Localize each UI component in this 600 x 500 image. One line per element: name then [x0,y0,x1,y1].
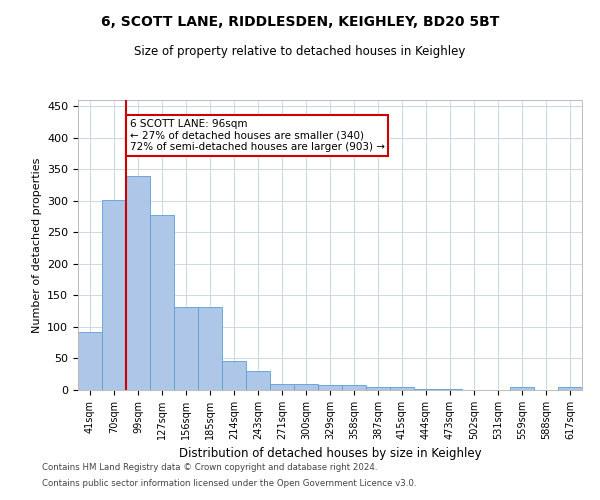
Bar [294,384,318,390]
Bar [270,384,294,390]
X-axis label: Distribution of detached houses by size in Keighley: Distribution of detached houses by size … [179,448,481,460]
Bar [102,200,126,390]
Text: Size of property relative to detached houses in Keighley: Size of property relative to detached ho… [134,45,466,58]
Bar [246,371,270,390]
Bar [342,385,366,390]
Bar [438,388,462,390]
Text: Contains HM Land Registry data © Crown copyright and database right 2024.: Contains HM Land Registry data © Crown c… [42,464,377,472]
Bar [174,308,198,390]
Text: 6, SCOTT LANE, RIDDLESDEN, KEIGHLEY, BD20 5BT: 6, SCOTT LANE, RIDDLESDEN, KEIGHLEY, BD2… [101,15,499,29]
Bar [510,388,534,390]
Bar [222,361,246,390]
Bar [78,332,102,390]
Bar [366,388,390,390]
Bar [198,308,222,390]
Y-axis label: Number of detached properties: Number of detached properties [32,158,41,332]
Text: Contains public sector information licensed under the Open Government Licence v3: Contains public sector information licen… [42,478,416,488]
Text: 6 SCOTT LANE: 96sqm
← 27% of detached houses are smaller (340)
72% of semi-detac: 6 SCOTT LANE: 96sqm ← 27% of detached ho… [130,119,385,152]
Bar [414,388,438,390]
Bar [150,214,174,390]
Bar [318,385,342,390]
Bar [390,388,414,390]
Bar [126,176,150,390]
Bar [558,388,582,390]
